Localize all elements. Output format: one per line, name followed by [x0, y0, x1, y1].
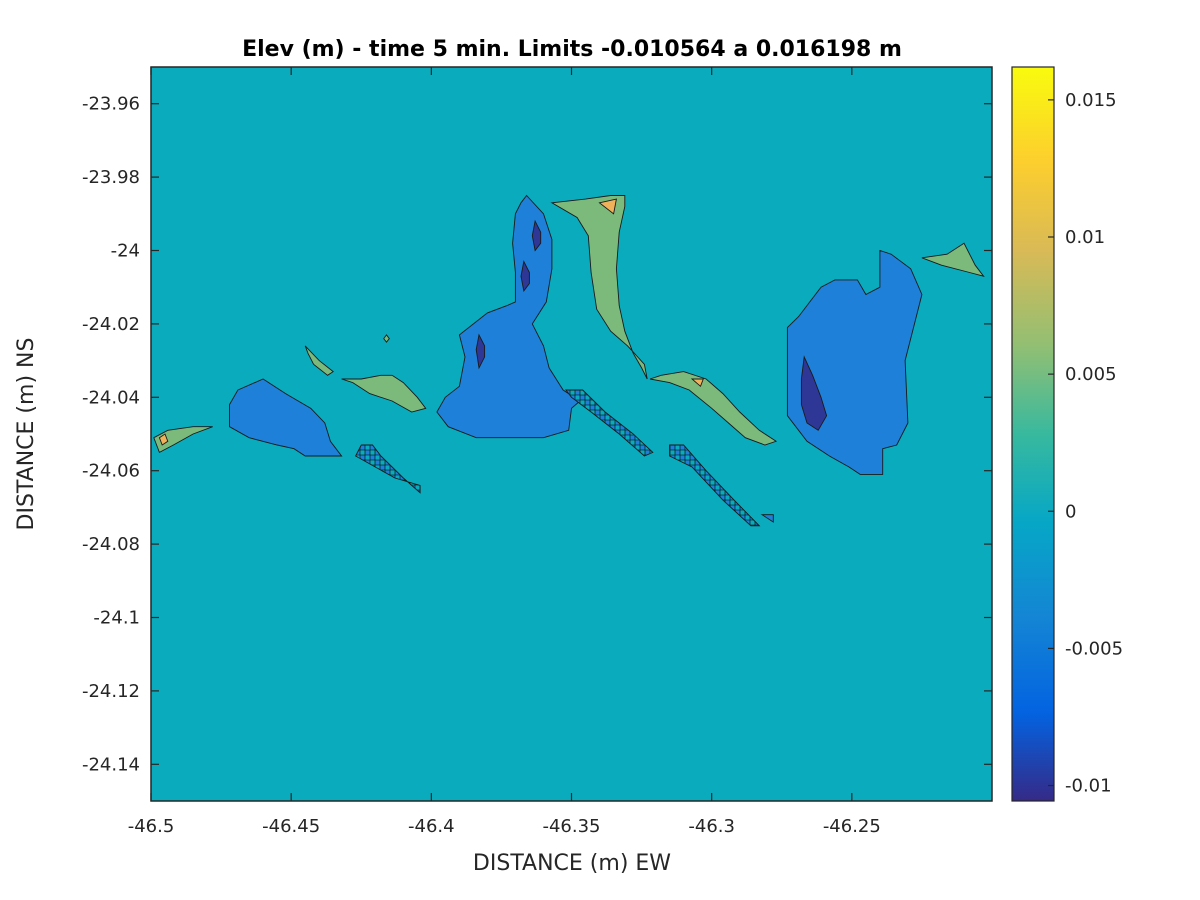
x-tick-label: -46.45	[262, 816, 320, 837]
x-tick-label: -46.5	[128, 816, 175, 837]
y-tick-label: -24.08	[82, 534, 140, 555]
y-tick-label: -24.12	[82, 681, 140, 702]
contour-region-neg	[760, 514, 774, 523]
contour-region-neg_strong	[531, 219, 542, 252]
y-axis-ticks: -23.96 -23.98 -24 -24.02 -24.04 -24.06 -24.08 -…	[82, 94, 992, 775]
colorbar	[1011, 66, 1055, 802]
colorbar-ticks: 0.015 0.01 0.005 0 -0.005 -0.01	[1048, 90, 1123, 797]
y-tick-label: -24.1	[93, 608, 140, 629]
contour-region-pos_strong	[158, 433, 169, 446]
chart-title: Elev (m) - time 5 min. Limits -0.010564 …	[242, 37, 902, 62]
y-tick-label: -24	[111, 241, 140, 262]
colorbar-tick-label: 0.005	[1065, 364, 1117, 385]
contour-region-pos	[153, 426, 213, 454]
contour-region-neg	[229, 378, 343, 457]
y-tick-label: -23.98	[82, 167, 140, 188]
y-tick-label: -24.06	[82, 461, 140, 482]
y-tick-label: -24.14	[82, 754, 140, 775]
contour-region-neg	[436, 194, 581, 439]
x-tick-label: -46.35	[542, 816, 600, 837]
contour-region-pos_strong	[598, 198, 617, 215]
colorbar-tick-label: 0	[1065, 501, 1076, 522]
contour-region-neg_strong	[520, 260, 530, 292]
y-tick-label: -23.96	[82, 94, 140, 115]
contour-region-neg_strong	[475, 333, 486, 370]
y-tick-label: -24.04	[82, 387, 140, 408]
contour-region-pos	[921, 242, 985, 277]
y-axis-label: DISTANCE (m) NS	[14, 338, 39, 531]
contour-region-pos_strong	[690, 378, 704, 388]
contour-regions	[153, 194, 985, 527]
x-axis-ticks: -46.5 -46.45 -46.4 -46.35 -46.3 -46.25	[128, 67, 881, 837]
x-tick-label: -46.4	[408, 816, 455, 837]
colorbar-tick-label: -0.005	[1065, 638, 1123, 659]
contour-region-pos	[341, 374, 427, 413]
colorbar-tick-label: 0.015	[1065, 90, 1117, 111]
contour-region-pos	[383, 334, 390, 343]
x-tick-label: -46.3	[688, 816, 735, 837]
colorbar-tick-label: 0.01	[1065, 227, 1105, 248]
contour-region-pos	[550, 195, 648, 380]
contour-region-neg_checker	[669, 444, 761, 527]
contour-region-pos	[649, 371, 778, 446]
contour-region-neg_strong	[800, 355, 828, 431]
contour-region-neg_checker	[354, 444, 421, 494]
x-tick-label: -46.25	[823, 816, 881, 837]
y-tick-label: -24.02	[82, 314, 140, 335]
contour-region-pos	[304, 345, 334, 376]
contour-region-neg_checker	[564, 389, 654, 457]
colorbar-tick-label: -0.01	[1065, 776, 1112, 797]
x-axis-label: DISTANCE (m) EW	[473, 851, 671, 876]
